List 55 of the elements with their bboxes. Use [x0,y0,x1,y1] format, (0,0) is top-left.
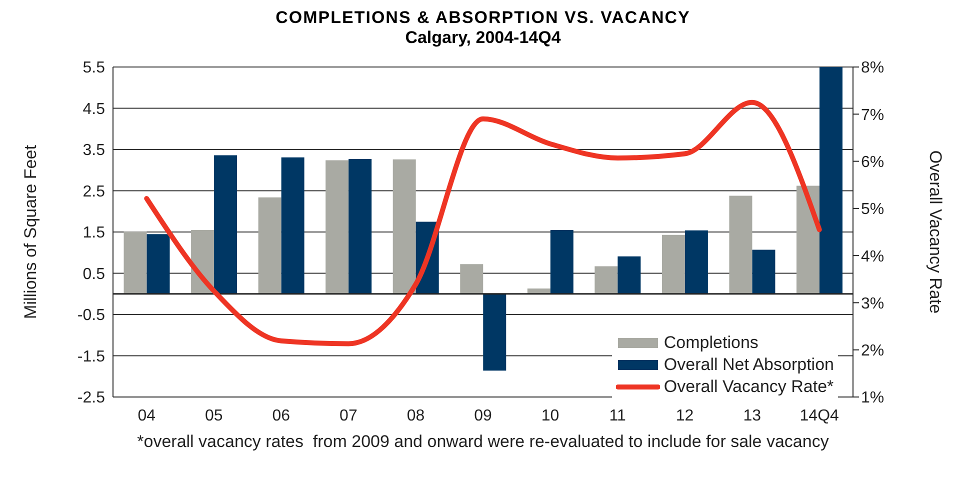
chart-subtitle: Calgary, 2004-14Q4 [404,28,562,48]
y2-tick-label: 2% [861,342,884,360]
bar [752,250,776,294]
y2-tick-label: 5% [861,201,884,218]
y2-tick-label: 7% [861,106,884,124]
y2-tick-label: 4% [861,248,884,266]
y2-tick-label: 3% [861,295,884,312]
bar [281,157,304,294]
bar [326,160,349,294]
bar [819,67,842,294]
y2-axis-title: Overall Vacancy Rate [926,150,945,314]
y2-tick-label: 6% [861,154,884,171]
y2-tick-label: 8% [861,60,884,77]
y-tick-label: 1.5 [82,224,106,242]
y-tick-label: 5.5 [82,60,106,77]
text: *overall vacancy rates from 2009 and onward were re-evaluated to include for sale vacancy [136,432,830,452]
x-tick-label: 06 [272,407,290,424]
y-tick-label: 3.5 [82,142,106,160]
bar [214,155,238,294]
legend-label: Overall Net Absorption [664,354,834,376]
x-tick-label: 10 [541,407,560,424]
x-tick-label: 08 [406,407,425,424]
x-tick-label: 04 [138,407,156,424]
y-axis-title: Millions of Square Feet [21,144,40,319]
bar [348,158,372,294]
x-tick-label: 11 [609,407,626,424]
x-tick-label: 13 [743,407,762,424]
bar [729,196,752,294]
x-tick-label: 14Q4 [800,407,840,424]
bar [594,266,618,294]
bar [684,230,708,294]
legend-label: Completions [664,332,758,354]
bar [550,230,574,294]
y-tick-label: -1.5 [77,348,106,366]
bar [258,197,282,294]
x-tick-label: 05 [205,407,223,424]
bar [796,186,820,294]
y-tick-label: -0.5 [77,307,106,324]
bar [662,234,685,294]
y-tick-label: 0.5 [82,266,106,283]
bar [392,159,416,294]
y-tick-label: 2.5 [82,183,106,200]
bar [124,232,147,294]
y-tick-label: -2.5 [77,390,106,407]
bar [618,256,641,294]
bar [146,234,170,294]
legend-label: Overall Vacancy Rate* [664,376,834,398]
x-tick-label: 12 [676,407,694,424]
bar [460,264,484,294]
y2-tick-label: 1% [861,390,884,407]
bar [483,294,506,371]
x-tick-label: 07 [340,407,358,424]
chart-title: COMPLETIONS & ABSORPTION VS. VACANCY [274,8,692,28]
x-tick-label: 09 [474,407,492,424]
y-tick-label: 4.5 [82,100,106,118]
